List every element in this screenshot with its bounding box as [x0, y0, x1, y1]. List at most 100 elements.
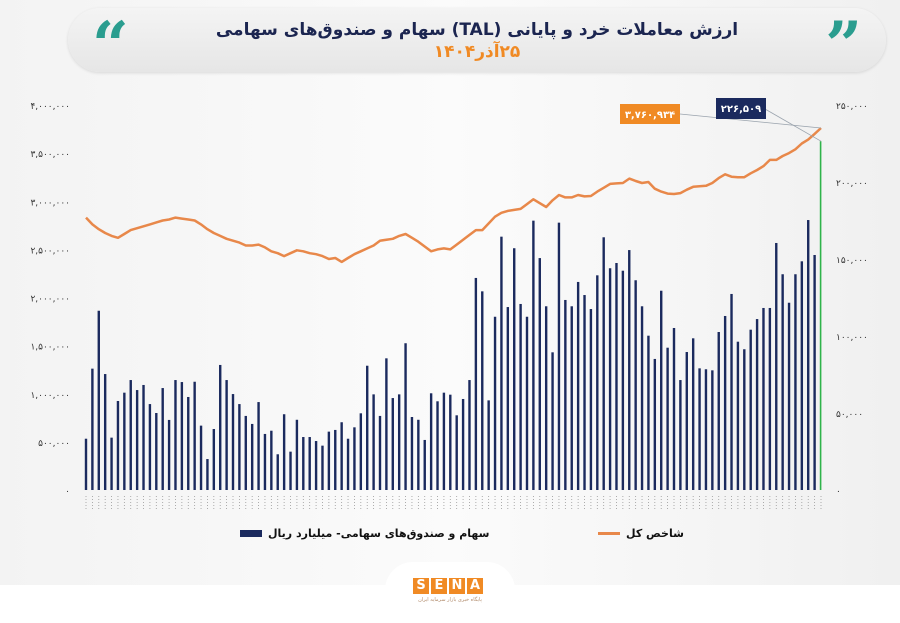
line-series — [85, 127, 822, 264]
bar — [800, 261, 804, 490]
bar — [768, 307, 772, 490]
bar — [97, 310, 100, 490]
left-axis-tick-label: ۱,۵۰۰,۰۰۰ — [30, 343, 70, 353]
bar — [257, 402, 260, 490]
left-axis-tick-label: ۵۰۰,۰۰۰ — [38, 439, 70, 449]
bar — [749, 329, 752, 490]
bar — [551, 352, 554, 490]
bar — [417, 419, 420, 490]
bar — [231, 394, 235, 490]
bar — [276, 454, 279, 490]
right-axis-tick-label: ۱۵۰,۰۰۰ — [836, 256, 868, 266]
logo-letter: E — [431, 578, 447, 594]
bar — [155, 413, 158, 490]
bar — [743, 349, 746, 490]
bar — [142, 384, 145, 490]
bar — [762, 307, 765, 490]
bar — [436, 401, 439, 490]
bar — [372, 394, 375, 490]
bar — [391, 398, 394, 490]
bar — [397, 394, 401, 490]
bar — [787, 302, 791, 490]
legend-bars-swatch — [240, 530, 262, 537]
bar — [449, 394, 452, 490]
bar — [110, 437, 113, 490]
bar — [366, 365, 369, 490]
bar — [346, 438, 350, 490]
bar — [148, 404, 152, 490]
bar — [250, 423, 254, 490]
bar-last-callout — [716, 98, 766, 119]
bar — [513, 248, 516, 490]
bar — [129, 380, 132, 490]
bar — [628, 250, 631, 490]
bar — [116, 400, 120, 490]
bar — [334, 429, 337, 490]
legend-bars-label: سهام و صندوق‌های سهامی- میلیارد ریال — [268, 527, 490, 540]
bar-last-value: ۲۲۶,۵۰۹ — [721, 104, 761, 115]
bar — [187, 396, 190, 490]
bar — [340, 422, 343, 490]
bar — [174, 380, 177, 490]
bar — [672, 327, 676, 490]
bar — [423, 439, 426, 490]
bar — [167, 419, 171, 490]
line-callout-leader — [679, 113, 822, 129]
right-axis-tick-label: ۵۰,۰۰۰ — [836, 410, 863, 420]
bar — [378, 415, 382, 490]
bar — [557, 222, 561, 490]
bar — [442, 392, 446, 490]
bar — [91, 368, 94, 490]
bar — [755, 319, 759, 490]
bar — [135, 390, 139, 490]
right-axis-tick-label: ۰ — [836, 487, 841, 497]
bar — [461, 398, 465, 490]
bar — [353, 427, 356, 490]
legend-bars: سهام و صندوق‌های سهامی- میلیارد ریال — [240, 527, 489, 540]
bar — [525, 316, 529, 490]
bar-callout-leader — [764, 108, 822, 142]
bar — [711, 370, 714, 490]
bar — [781, 274, 784, 490]
bar — [615, 263, 618, 490]
bar — [583, 295, 586, 490]
bar — [270, 430, 273, 490]
left-axis-tick-label: ۱,۰۰۰,۰۰۰ — [30, 391, 70, 401]
bar — [263, 433, 267, 490]
bar — [717, 331, 720, 490]
bar — [704, 369, 708, 490]
quote-close-icon: ” — [825, 8, 862, 83]
bar — [455, 415, 458, 490]
bar — [429, 393, 433, 490]
bar — [180, 382, 184, 490]
bar — [404, 343, 407, 490]
bar — [468, 380, 471, 490]
title-banner: “ ” ارزش معاملات خرد و پایانی (TAL) سهام… — [68, 8, 886, 78]
combo-chart: ۰ ۵۰۰,۰۰۰ ۱,۰۰۰,۰۰۰ ۱,۵۰۰,۰۰۰ ۲,۰۰۰,۰۰۰ ۲,۵۰۰… — [30, 98, 868, 510]
bar — [359, 413, 363, 490]
bar — [103, 374, 107, 490]
bar — [385, 358, 388, 490]
bar — [238, 404, 241, 490]
bar — [506, 307, 510, 490]
left-axis-tick-label: ۲,۰۰۰,۰۰۰ — [30, 295, 70, 305]
bar — [730, 293, 733, 490]
chart-date: ۲۵آذر۱۴۰۴ — [433, 42, 521, 62]
bar — [327, 431, 331, 490]
bar — [193, 381, 196, 490]
bar — [538, 258, 541, 490]
bar — [666, 347, 669, 490]
bar — [219, 364, 222, 490]
bar — [123, 392, 126, 490]
bar — [544, 306, 548, 490]
bar — [519, 303, 522, 490]
bar — [225, 380, 228, 490]
bar — [570, 306, 573, 490]
bar — [295, 419, 299, 490]
bar — [308, 437, 311, 490]
sena-logo: S E N A — [413, 578, 483, 594]
line-last-value: ۳,۷۶۰,۹۳۴ — [625, 110, 675, 121]
chart-title: ارزش معاملات خرد و پایانی (TAL) سهام و ص… — [215, 20, 739, 40]
bar — [500, 236, 503, 490]
bar — [653, 358, 657, 490]
